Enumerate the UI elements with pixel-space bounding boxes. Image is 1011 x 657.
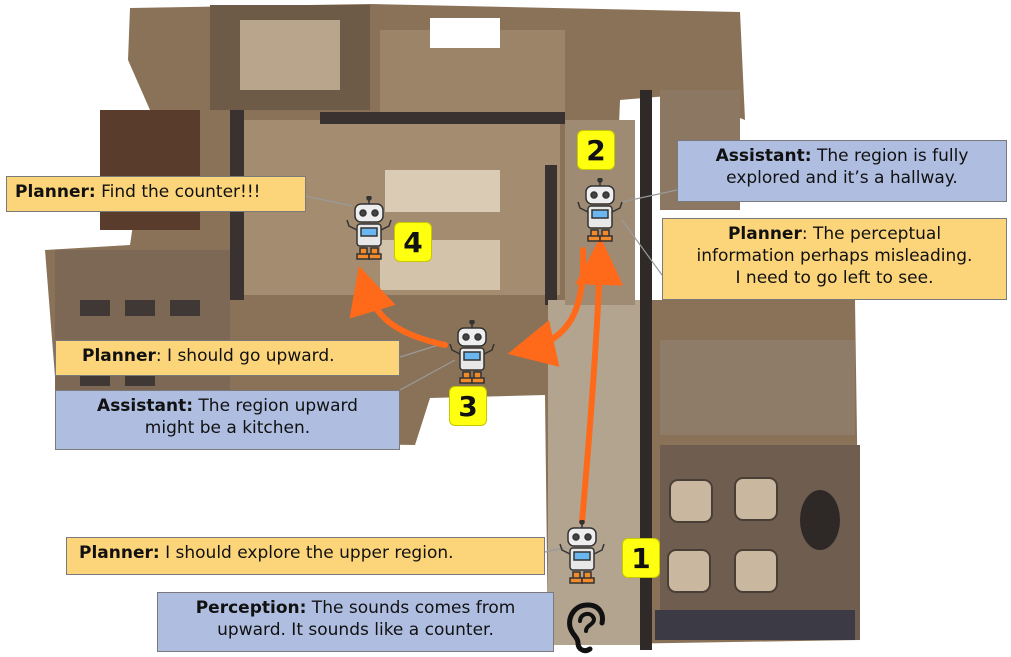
callout-speaker: Planner [727, 224, 802, 244]
callout-text: might be a kitchen. [144, 418, 311, 438]
trajectory-arrows [349, 237, 624, 525]
step-badge-3: 3 [449, 386, 487, 426]
callout-speaker: Perception: [195, 598, 307, 618]
callout-text: information perhaps misleading. [696, 246, 973, 266]
robot-icon [449, 320, 495, 384]
callout-text: The sounds comes from [306, 598, 516, 618]
callout-speaker: Planner [82, 346, 156, 366]
callout-text: upward. It sounds like a counter. [217, 620, 494, 640]
callout-speaker: Assistant: [97, 396, 193, 416]
callout-text: I need to go left to see. [735, 268, 934, 288]
step-badge-2: 2 [577, 130, 615, 170]
callout-speaker: Assistant: [715, 146, 812, 166]
callout-text: : The perceptual [801, 224, 942, 244]
callout-text: : I should go upward. [155, 346, 335, 366]
robot-icon [577, 178, 623, 242]
step-badge-1: 1 [622, 538, 660, 578]
callout-speaker: Planner: [79, 543, 160, 563]
callout-text: The region is fully [811, 146, 969, 166]
ear-icon [567, 602, 605, 654]
step-badge-4: 4 [394, 222, 432, 262]
robot-icon [346, 196, 392, 260]
callout-text: The region upward [193, 396, 358, 416]
robot-icon [559, 520, 605, 584]
callout-speaker: Planner: [15, 182, 96, 202]
callout-planner-misleading: Planner: The perceptual information perh… [662, 218, 1007, 300]
callout-assistant-hallway: Assistant: The region is fully explored … [677, 140, 1007, 202]
callout-planner-upward: Planner: I should go upward. [55, 340, 400, 376]
callout-text: Find the counter!!! [95, 182, 261, 202]
callout-planner-find: Planner: Find the counter!!! [6, 176, 306, 212]
callout-perception-sound: Perception: The sounds comes from upward… [157, 592, 554, 652]
callout-text: explored and it’s a hallway. [726, 168, 958, 188]
callout-planner-explore: Planner: I should explore the upper regi… [66, 537, 545, 575]
callout-text: I should explore the upper region. [159, 543, 454, 563]
callout-assistant-kitchen: Assistant: The region upward might be a … [55, 390, 400, 450]
